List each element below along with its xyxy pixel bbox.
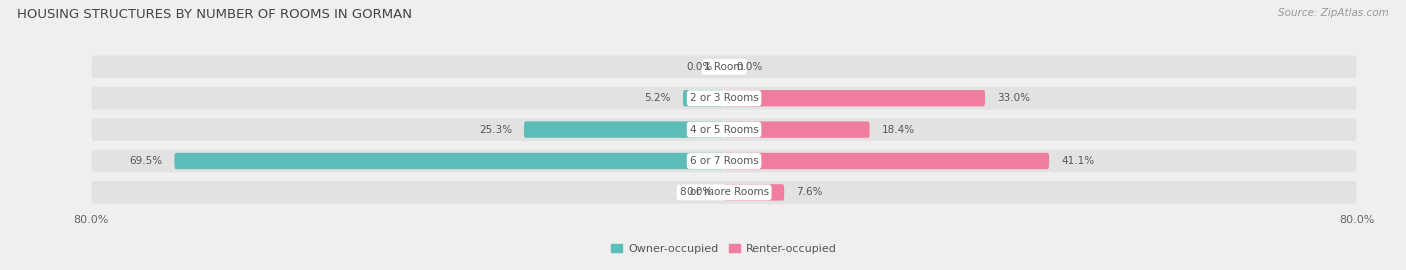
Text: 6 or 7 Rooms: 6 or 7 Rooms [690, 156, 758, 166]
FancyBboxPatch shape [91, 150, 1357, 172]
Text: HOUSING STRUCTURES BY NUMBER OF ROOMS IN GORMAN: HOUSING STRUCTURES BY NUMBER OF ROOMS IN… [17, 8, 412, 21]
FancyBboxPatch shape [91, 118, 1357, 141]
Text: 0.0%: 0.0% [686, 62, 713, 72]
FancyBboxPatch shape [724, 122, 869, 138]
FancyBboxPatch shape [91, 181, 1357, 204]
Text: 7.6%: 7.6% [796, 187, 823, 197]
Legend: Owner-occupied, Renter-occupied: Owner-occupied, Renter-occupied [612, 244, 837, 254]
Text: 4 or 5 Rooms: 4 or 5 Rooms [690, 124, 758, 135]
FancyBboxPatch shape [683, 90, 724, 106]
Text: 0.0%: 0.0% [686, 187, 713, 197]
Text: 1 Room: 1 Room [704, 62, 744, 72]
Text: 25.3%: 25.3% [479, 124, 512, 135]
FancyBboxPatch shape [724, 153, 1049, 169]
Text: 18.4%: 18.4% [882, 124, 914, 135]
FancyBboxPatch shape [91, 87, 1357, 110]
Text: 33.0%: 33.0% [997, 93, 1031, 103]
Text: 0.0%: 0.0% [735, 62, 762, 72]
Text: 8 or more Rooms: 8 or more Rooms [679, 187, 769, 197]
FancyBboxPatch shape [91, 56, 1357, 78]
Text: 2 or 3 Rooms: 2 or 3 Rooms [690, 93, 758, 103]
FancyBboxPatch shape [524, 122, 724, 138]
FancyBboxPatch shape [724, 90, 986, 106]
Text: Source: ZipAtlas.com: Source: ZipAtlas.com [1278, 8, 1389, 18]
FancyBboxPatch shape [724, 184, 785, 201]
Text: 5.2%: 5.2% [644, 93, 671, 103]
Text: 41.1%: 41.1% [1062, 156, 1094, 166]
Text: 69.5%: 69.5% [129, 156, 163, 166]
FancyBboxPatch shape [174, 153, 724, 169]
